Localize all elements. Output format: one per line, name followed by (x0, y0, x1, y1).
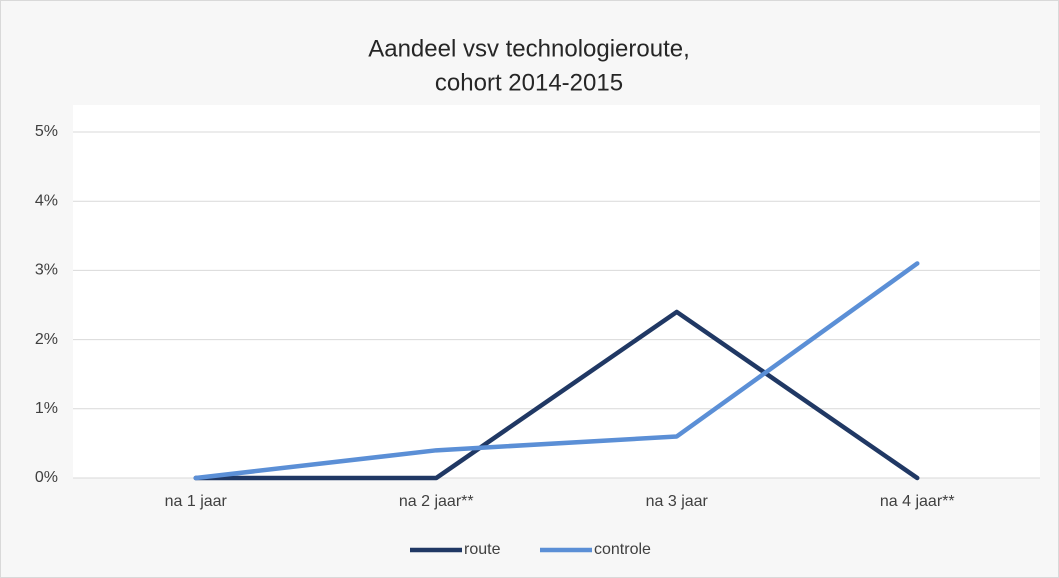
series-line (193, 261, 920, 481)
x-tick-label: na 2 jaar** (399, 493, 474, 510)
x-tick-label: na 3 jaar (646, 493, 709, 510)
chart-title: cohort 2014-2015 (435, 69, 623, 96)
plot-area (73, 105, 1040, 478)
y-tick-label: 5% (35, 123, 58, 140)
y-tick-label: 1% (35, 400, 58, 417)
y-tick-label: 0% (35, 469, 58, 486)
series-line (193, 309, 920, 481)
y-tick-label: 3% (35, 262, 58, 279)
x-tick-label: na 1 jaar (165, 493, 228, 510)
legend-label: route (464, 541, 501, 558)
x-tick-label: na 4 jaar** (880, 493, 955, 510)
y-tick-label: 4% (35, 192, 58, 209)
y-tick-label: 2% (35, 331, 58, 348)
chart-title: Aandeel vsv technologieroute, (368, 35, 690, 62)
legend-label: controle (594, 541, 651, 558)
